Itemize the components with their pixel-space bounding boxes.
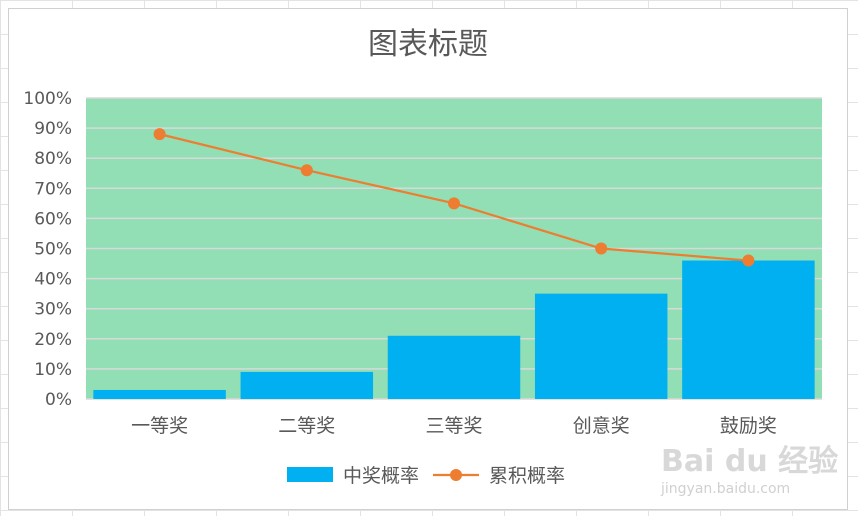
- chart-title[interactable]: 图表标题: [368, 27, 488, 62]
- bar[interactable]: [93, 389, 226, 399]
- x-tick-label: 鼓励奖: [720, 415, 777, 437]
- y-tick-label: 30%: [34, 300, 72, 320]
- line-point[interactable]: [595, 242, 608, 255]
- legend-swatch-bar: [287, 467, 333, 482]
- x-tick-label: 创意奖: [573, 415, 630, 437]
- line-point[interactable]: [742, 254, 755, 267]
- bar[interactable]: [387, 335, 521, 399]
- watermark-url: jingyan.baidu.com: [660, 481, 790, 497]
- y-tick-label: 0%: [45, 390, 72, 410]
- line-point[interactable]: [448, 197, 460, 210]
- bar[interactable]: [682, 260, 815, 399]
- bar[interactable]: [240, 371, 374, 399]
- y-tick-label: 100%: [23, 89, 72, 109]
- y-tick-label: 10%: [34, 360, 72, 380]
- y-tick-label: 80%: [34, 149, 72, 169]
- watermark-brand: Bai du 经验: [661, 444, 838, 479]
- chart-svg: 图表标题 0% 10% 20% 30% 40% 50% 60% 70% 80% 90% 100% 一…: [23, 27, 838, 497]
- chart-area[interactable]: 图表标题 0% 10% 20% 30% 40% 50% 60% 70% 80% 90% 100% 一…: [8, 8, 848, 510]
- y-tick-label: 70%: [34, 179, 72, 199]
- x-axis: 一等奖 二等奖 三等奖 创意奖 鼓励奖: [131, 415, 777, 437]
- y-tick-label: 90%: [34, 119, 72, 139]
- y-tick-label: 20%: [34, 330, 72, 350]
- x-tick-label: 一等奖: [131, 415, 188, 437]
- y-tick-label: 50%: [34, 240, 72, 260]
- bar-series: [93, 260, 815, 399]
- line-series: [153, 128, 755, 267]
- line-point[interactable]: [300, 164, 313, 177]
- line-point[interactable]: [153, 128, 166, 141]
- y-tick-label: 40%: [34, 270, 72, 290]
- legend[interactable]: 中奖概率 累积概率: [287, 465, 565, 487]
- y-tick-label: 60%: [34, 209, 72, 229]
- x-tick-label: 三等奖: [425, 415, 482, 437]
- bar[interactable]: [534, 293, 668, 399]
- legend-label: 累积概率: [489, 465, 565, 487]
- x-tick-label: 二等奖: [278, 415, 335, 437]
- y-axis: 0% 10% 20% 30% 40% 50% 60% 70% 80% 90% 100%: [23, 89, 72, 410]
- legend-label: 中奖概率: [343, 465, 419, 487]
- legend-swatch-marker: [450, 469, 462, 481]
- watermark: Bai du 经验 jingyan.baidu.com: [660, 444, 838, 497]
